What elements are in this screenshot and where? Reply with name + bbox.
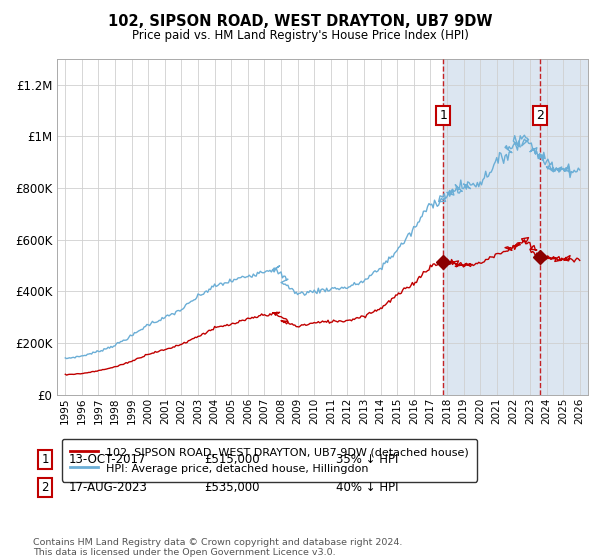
Text: 35% ↓ HPI: 35% ↓ HPI xyxy=(336,452,398,466)
Text: Price paid vs. HM Land Registry's House Price Index (HPI): Price paid vs. HM Land Registry's House … xyxy=(131,29,469,42)
Text: 13-OCT-2017: 13-OCT-2017 xyxy=(69,452,146,466)
Text: £535,000: £535,000 xyxy=(204,480,260,494)
Text: 1: 1 xyxy=(41,452,49,466)
Text: 2: 2 xyxy=(536,109,544,122)
Text: 1: 1 xyxy=(439,109,447,122)
Bar xyxy=(540,59,588,395)
Text: £515,000: £515,000 xyxy=(204,452,260,466)
Text: 2: 2 xyxy=(41,480,49,494)
Text: 102, SIPSON ROAD, WEST DRAYTON, UB7 9DW: 102, SIPSON ROAD, WEST DRAYTON, UB7 9DW xyxy=(108,14,492,29)
Text: 17-AUG-2023: 17-AUG-2023 xyxy=(69,480,148,494)
Legend: 102, SIPSON ROAD, WEST DRAYTON, UB7 9DW (detached house), HPI: Average price, de: 102, SIPSON ROAD, WEST DRAYTON, UB7 9DW … xyxy=(62,439,477,482)
Text: Contains HM Land Registry data © Crown copyright and database right 2024.
This d: Contains HM Land Registry data © Crown c… xyxy=(33,538,403,557)
Text: 40% ↓ HPI: 40% ↓ HPI xyxy=(336,480,398,494)
Bar xyxy=(443,59,540,395)
